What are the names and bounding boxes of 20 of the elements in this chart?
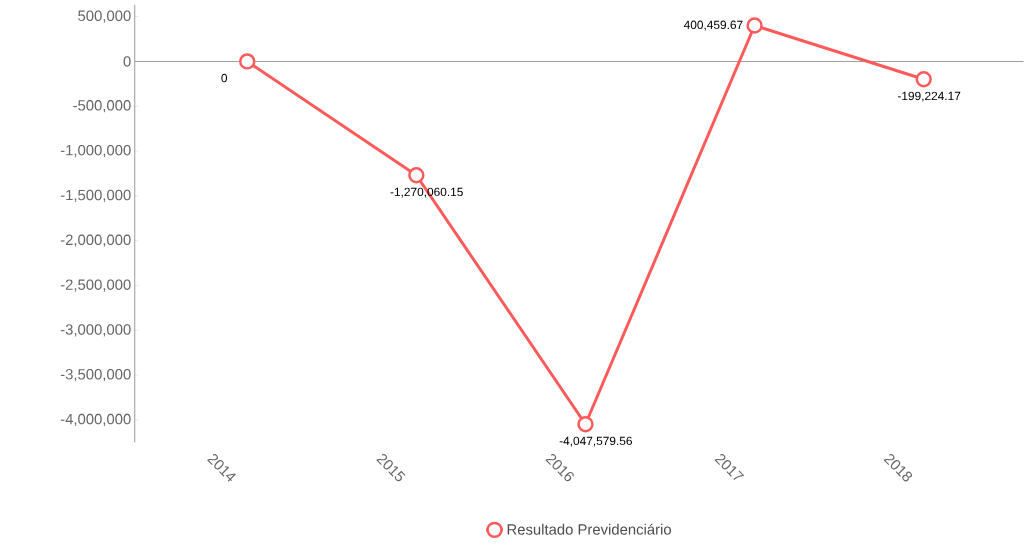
- point: [915, 71, 932, 88]
- point: [577, 416, 594, 433]
- data-label: -199,224.17: [897, 91, 961, 102]
- y-tick-label: -2,500,000: [60, 279, 131, 292]
- data-label: 0: [221, 74, 228, 83]
- y-tick-label: -3,500,000: [60, 369, 131, 382]
- y-tick-label: -4,000,000: [60, 413, 131, 427]
- y-tick-label: -2,000,000: [60, 234, 131, 247]
- point: [408, 167, 425, 184]
- y-tick-label: -3,000,000: [60, 324, 131, 337]
- point: [239, 53, 256, 70]
- data-label: -4,047,579.56: [559, 436, 632, 447]
- y-tick-label: -1,500,000: [60, 189, 131, 203]
- data-label: 400,459.67: [683, 20, 743, 31]
- legend-label: Resultado Previdenciário: [507, 523, 671, 535]
- y-tick-label: -1,000,000: [60, 145, 131, 158]
- y-tick-label: 0: [123, 56, 131, 67]
- y-tick-label: -500,000: [73, 100, 131, 113]
- y-tick-label: 500,000: [78, 10, 131, 23]
- point: [746, 17, 763, 34]
